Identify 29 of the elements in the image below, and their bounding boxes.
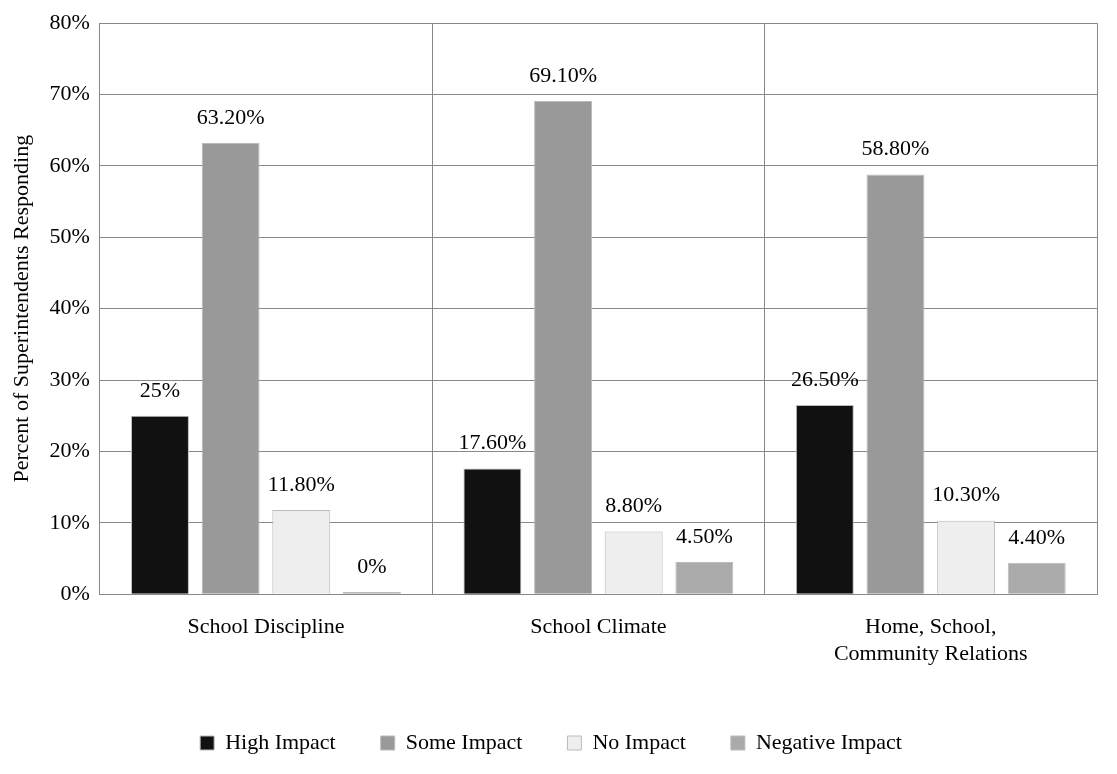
legend-label: Some Impact bbox=[405, 728, 523, 754]
data-label: 10.30% bbox=[932, 481, 1001, 507]
y-tick-label: 80% bbox=[49, 8, 90, 34]
data-label: 4.40% bbox=[1008, 523, 1066, 549]
y-tick-label: 0% bbox=[60, 579, 90, 605]
x-tick-label: Home, School, Community Relations bbox=[833, 613, 1028, 665]
y-tick-label: 60% bbox=[49, 151, 90, 177]
y-tick-label: 40% bbox=[49, 294, 90, 320]
data-label: 58.80% bbox=[861, 135, 930, 161]
x-tick-label: School Discipline bbox=[187, 613, 345, 639]
data-label: 26.50% bbox=[790, 365, 859, 391]
data-label: 4.50% bbox=[675, 522, 733, 548]
data-label: 11.80% bbox=[267, 470, 335, 496]
legend-label: High Impact bbox=[225, 728, 336, 754]
x-tick-label: School Climate bbox=[530, 613, 667, 639]
y-tick-label: 30% bbox=[49, 365, 90, 391]
data-label: 17.60% bbox=[458, 429, 527, 455]
y-tick-label: 70% bbox=[49, 80, 90, 106]
data-label: 63.20% bbox=[196, 103, 265, 129]
data-label: 25% bbox=[139, 376, 181, 402]
y-axis-title: Percent of Superintendents Responding bbox=[7, 134, 33, 483]
data-label: 8.80% bbox=[605, 492, 663, 518]
legend-label: Negative Impact bbox=[755, 728, 902, 754]
legend-label: No Impact bbox=[592, 728, 686, 754]
data-label: 0% bbox=[357, 552, 387, 578]
data-label: 69.10% bbox=[529, 61, 597, 87]
y-tick-label: 50% bbox=[49, 223, 90, 249]
y-tick-label: 10% bbox=[49, 508, 90, 534]
y-tick-label: 20% bbox=[49, 437, 90, 463]
